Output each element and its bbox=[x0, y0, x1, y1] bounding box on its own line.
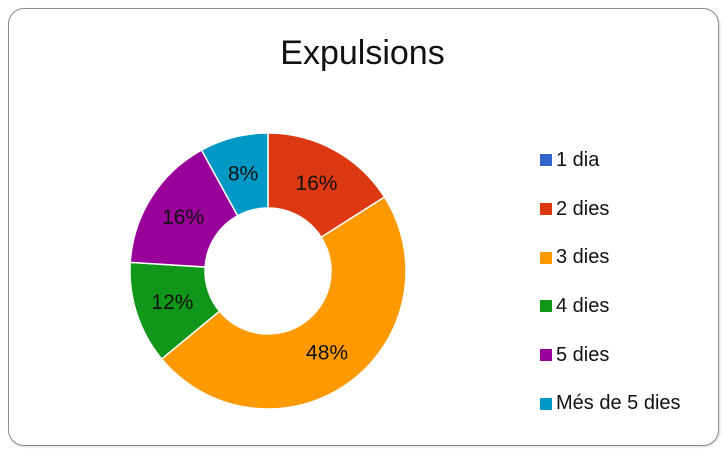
legend-label: 1 dia bbox=[556, 148, 600, 171]
slice-3-dies bbox=[160, 196, 407, 410]
legend-item-3-dies: 3 dies bbox=[540, 233, 681, 282]
legend-item-4-dies: 4 dies bbox=[540, 282, 681, 331]
legend-swatch bbox=[540, 397, 552, 410]
legend-item-2-dies: 2 dies bbox=[540, 185, 681, 234]
legend-item-m-s-de-5-dies: Més de 5 dies bbox=[540, 379, 681, 428]
legend-label: 4 dies bbox=[556, 294, 610, 317]
chart-title: Expulsions bbox=[280, 34, 445, 72]
legend-label: Més de 5 dies bbox=[556, 392, 681, 415]
legend-swatch bbox=[540, 154, 552, 167]
chart-legend: 1 dia 2 dies 3 dies 4 dies 5 dies Més de 5 di… bbox=[540, 136, 681, 428]
legend-swatch bbox=[540, 251, 552, 264]
legend-label: 2 dies bbox=[556, 197, 610, 220]
legend-swatch bbox=[540, 300, 552, 313]
legend-swatch bbox=[540, 203, 552, 216]
data-label-4-dies: 12% bbox=[151, 291, 193, 314]
data-label-3-dies: 48% bbox=[306, 341, 348, 364]
data-label-2-dies: 16% bbox=[295, 172, 337, 195]
legend-label: 5 dies bbox=[556, 343, 610, 366]
legend-label: 3 dies bbox=[556, 246, 610, 269]
data-label-m-s-de-5-dies: 8% bbox=[228, 163, 258, 186]
data-label-5-dies: 16% bbox=[162, 206, 204, 229]
slice-5-dies bbox=[129, 149, 239, 268]
slice-m-s-de-5-dies bbox=[200, 132, 269, 217]
slice-2-dies bbox=[267, 132, 386, 239]
legend-item-1-dia: 1 dia bbox=[540, 136, 681, 185]
legend-item-5-dies: 5 dies bbox=[540, 331, 681, 380]
legend-swatch bbox=[540, 349, 552, 362]
